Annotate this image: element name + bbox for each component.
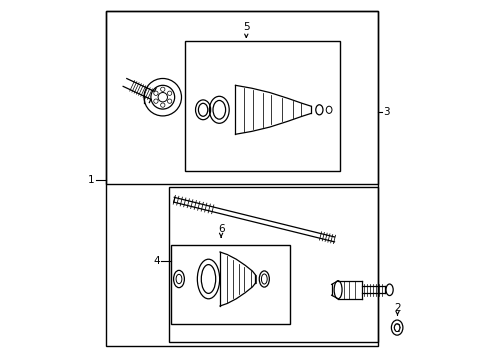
Circle shape [160, 87, 164, 91]
Bar [170, 245, 289, 324]
Bar [168, 187, 377, 342]
Text: 6: 6 [217, 224, 224, 234]
Circle shape [153, 99, 158, 103]
Circle shape [167, 99, 171, 103]
Text: 3: 3 [383, 107, 389, 117]
Circle shape [160, 103, 164, 107]
Circle shape [153, 91, 158, 95]
Bar [106, 11, 377, 184]
Bar [185, 41, 339, 171]
Text: 1: 1 [88, 175, 95, 185]
Text: 4: 4 [153, 256, 159, 266]
Text: 5: 5 [243, 22, 249, 32]
Text: 2: 2 [393, 303, 400, 313]
Circle shape [167, 91, 171, 95]
Bar [106, 11, 377, 346]
